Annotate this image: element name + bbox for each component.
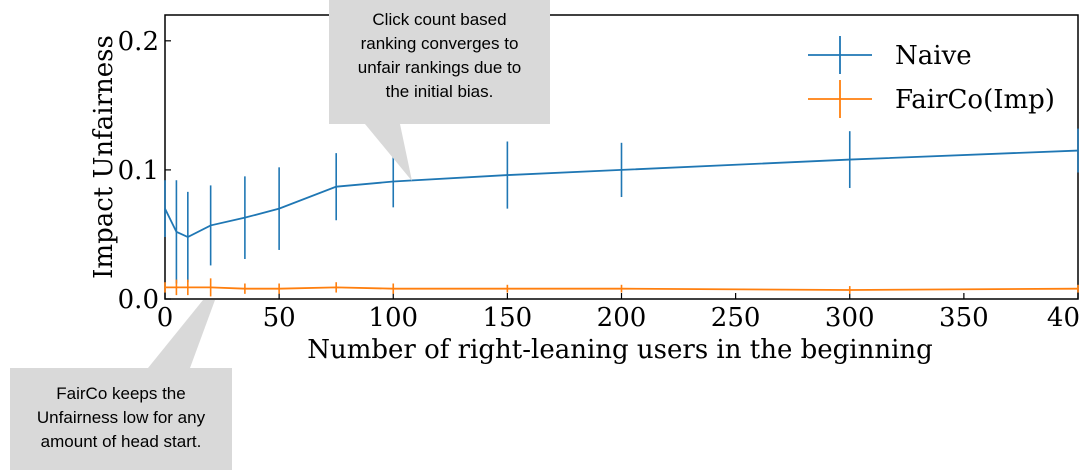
callout-line: FairCo keeps the [56,384,186,403]
y-tick-label: 0.1 [118,156,159,186]
x-tick-label: 100 [368,303,418,333]
legend-fairco-imp-label: FairCo(Imp) [895,85,1055,115]
y-tick-label: 0.0 [118,285,159,315]
callout-top-pointer [365,124,412,181]
callout-fairco-low: FairCo keeps the Unfairness low for any … [10,368,232,470]
callout-naive-converges: Click count based ranking converges to u… [329,0,550,124]
x-axis-label: Number of right-leaning users in the beg… [307,335,933,365]
callout-bottom-pointer [148,300,215,368]
legend-naive-label: Naive [895,41,972,71]
x-tick-label: 250 [711,303,761,333]
naive-series-line [164,149,1079,239]
callout-line: Unfairness low for any [36,408,206,427]
x-tick-label: 50 [263,303,296,333]
x-tick-label: 40 [1047,303,1080,333]
series-layer [164,128,1079,297]
x-tick-label: 150 [483,303,533,333]
fairco-imp-series-line [165,286,1079,291]
callout-line: Click count based [372,10,507,29]
y-tick-label: 0.2 [118,27,159,57]
x-tick-label: 200 [597,303,647,333]
callout-line: the initial bias. [385,82,494,101]
axis-ticks: 0 50 100 150 200 250 300 350 40 0.0 0.1 0.2 [118,27,1080,333]
y-axis-label: Impact Unfairness [89,35,119,279]
legend: Naive FairCo(Imp) [808,36,1055,118]
callout-line: ranking converges to [360,34,519,53]
x-tick-label: 350 [939,303,989,333]
callout-line: amount of head start. [40,432,202,451]
callout-line: unfair rankings due to [357,58,522,77]
x-tick-label: 0 [157,303,174,333]
x-tick-label: 300 [825,303,875,333]
